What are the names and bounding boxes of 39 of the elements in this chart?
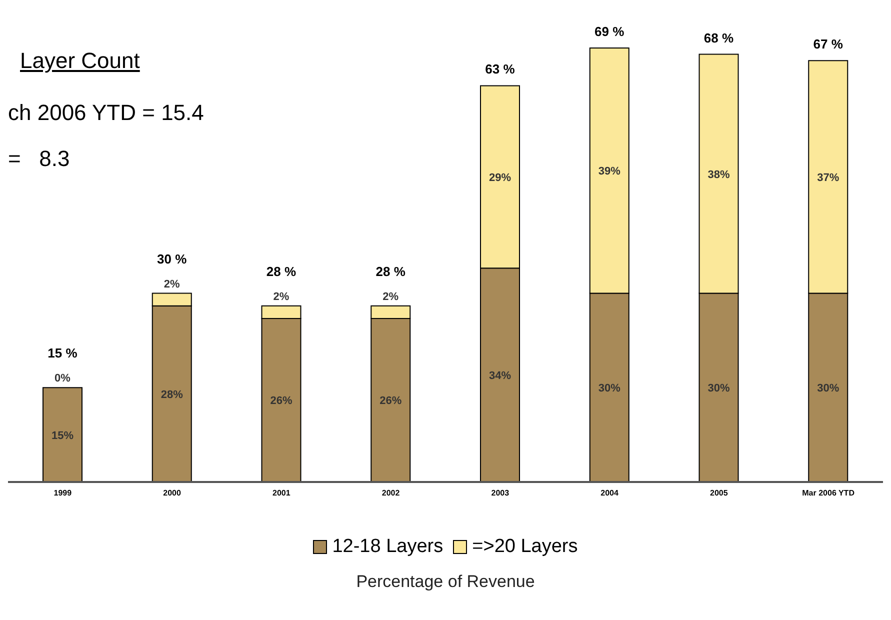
x-tick-label: 2002 bbox=[382, 488, 400, 498]
legend-label: 12-18 Layers bbox=[331, 536, 444, 558]
data-label: 39% bbox=[598, 166, 621, 178]
legend-label: =>20 Layers bbox=[471, 536, 578, 558]
data-label: 26% bbox=[380, 395, 402, 408]
total-label: 67 % bbox=[813, 36, 844, 52]
total-label: 28 % bbox=[266, 264, 296, 279]
annotation: ch 2006 YTD = 15.4 bbox=[8, 100, 204, 126]
data-label: 30% bbox=[817, 382, 840, 395]
total-label: 15 % bbox=[48, 346, 78, 361]
x-axis-title: Percentage of Revenue bbox=[355, 572, 536, 592]
x-tick-label: 2005 bbox=[710, 488, 728, 498]
x-tick-label: 1999 bbox=[54, 488, 72, 498]
data-label: 28% bbox=[160, 388, 184, 401]
total-label: 68 % bbox=[704, 30, 734, 46]
data-label: 0% bbox=[54, 372, 71, 385]
x-tick-label: 2001 bbox=[272, 488, 291, 498]
x-tick-label: 2003 bbox=[491, 488, 510, 498]
data-label: 30% bbox=[708, 382, 730, 395]
total-label: 30 % bbox=[157, 251, 188, 266]
x-tick-label: 2004 bbox=[600, 488, 620, 498]
data-label: 2% bbox=[382, 290, 399, 303]
total-label: 63 % bbox=[485, 62, 516, 77]
x-tick-label: 2000 bbox=[163, 488, 182, 498]
annotation: = 8.3 bbox=[8, 146, 70, 172]
data-label: 34% bbox=[488, 370, 512, 382]
data-label: 38% bbox=[708, 168, 730, 181]
x-tick-label: Mar 2006 YTD bbox=[802, 488, 855, 498]
data-label: 26% bbox=[270, 395, 292, 408]
data-label: 37% bbox=[817, 172, 840, 184]
data-label: 2% bbox=[273, 290, 290, 303]
chart-title: Layer Count bbox=[20, 48, 140, 74]
total-label: 28 % bbox=[376, 264, 406, 279]
data-label: 15% bbox=[51, 430, 74, 442]
total-label: 69 % bbox=[594, 24, 625, 39]
data-label: 30% bbox=[598, 382, 621, 395]
data-label: 2% bbox=[164, 278, 180, 290]
data-label: 29% bbox=[488, 172, 512, 184]
bar bbox=[42, 387, 82, 482]
